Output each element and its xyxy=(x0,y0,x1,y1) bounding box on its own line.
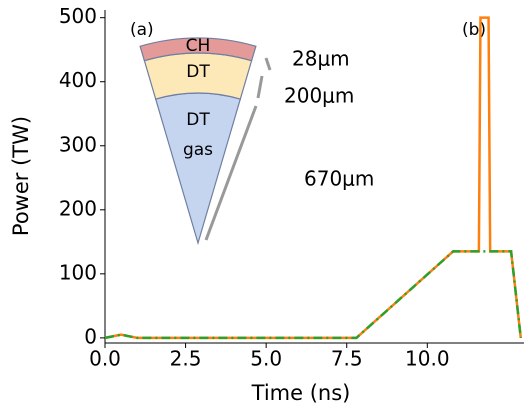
y-tick-label: 500 xyxy=(59,4,97,28)
x-tick-label: 5.0 xyxy=(250,347,282,371)
target-diagram: (a) (b) CH DT DT gas 28μm 200μm 670μm xyxy=(130,20,486,246)
thickness-label: 28μm xyxy=(292,47,350,71)
x-tick-label: 10.0 xyxy=(405,347,450,371)
panel-label: (a) xyxy=(130,20,154,40)
series-line xyxy=(104,250,523,340)
layer-label: DT xyxy=(186,62,210,82)
layer-label: DT xyxy=(186,110,210,130)
thickness-label: 670μm xyxy=(304,167,374,191)
y-tick-label: 400 xyxy=(59,68,97,92)
y-tick-label: 200 xyxy=(59,196,97,220)
thickness-label: 200μm xyxy=(284,84,354,108)
panel-label: (b) xyxy=(462,20,486,40)
x-tick-label: 2.5 xyxy=(170,347,202,371)
layer-label: CH xyxy=(186,36,211,56)
x-tick-label: 7.5 xyxy=(331,347,363,371)
layer-label: gas xyxy=(183,140,213,160)
x-tick-label: 0.0 xyxy=(89,347,121,371)
y-tick-label: 100 xyxy=(59,260,97,284)
y-tick-label: 0 xyxy=(84,324,97,348)
x-axis-label: Time (ns) xyxy=(251,381,351,405)
y-axis-label: Power (TW) xyxy=(9,116,33,236)
y-tick-label: 300 xyxy=(59,132,97,156)
